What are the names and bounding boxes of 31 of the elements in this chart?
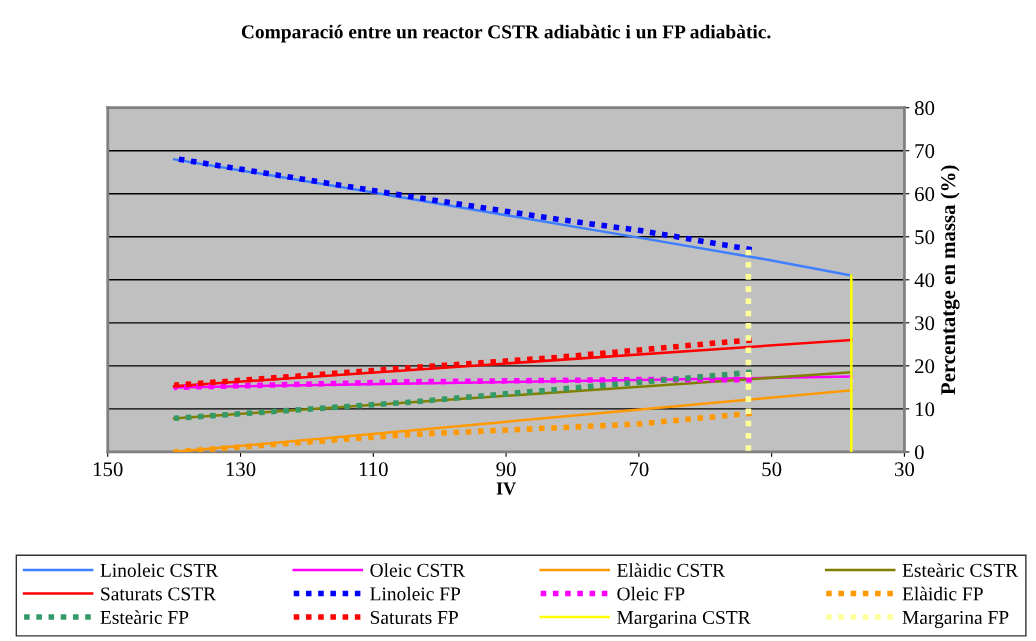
legend-label: Elàidic CSTR xyxy=(617,563,726,577)
y-tick-label: 10 xyxy=(915,402,935,417)
x-tick-label: 30 xyxy=(895,462,915,477)
x-tick-label: 50 xyxy=(762,462,782,477)
x-tick-label: 150 xyxy=(93,462,123,477)
y-tick-label: 30 xyxy=(915,316,935,331)
y-tick-label: 50 xyxy=(915,230,935,245)
legend-label: Linoleic CSTR xyxy=(100,563,219,577)
legend-label: Margarina FP xyxy=(902,610,1009,629)
y-tick-label: 0 xyxy=(914,445,924,460)
legend-label: Esteàric CSTR xyxy=(902,563,1019,577)
legend-label: Margarina CSTR xyxy=(617,610,751,629)
x-tick-label: 70 xyxy=(629,462,649,477)
y-tick-label: 60 xyxy=(915,187,935,202)
legend-label: Saturats CSTR xyxy=(101,587,217,601)
x-axis-title: IV xyxy=(496,482,516,495)
legend-label: Elàidic FP xyxy=(902,586,983,601)
legend-label: Saturats FP xyxy=(370,610,458,625)
chart-title: Comparació entre un reactor CSTR adiabàtic i un FP adiabàtic. xyxy=(241,24,771,43)
y-tick-label: 40 xyxy=(914,273,935,288)
legend-label: Oleic CSTR xyxy=(370,563,466,577)
legend-label: Linoleic FP xyxy=(370,586,461,601)
x-tick-label: 110 xyxy=(359,462,388,477)
x-tick-label: 90 xyxy=(496,462,516,477)
legend-label: Esteàric FP xyxy=(100,610,189,625)
x-tick-label: 130 xyxy=(226,462,256,477)
legend-label: Oleic FP xyxy=(617,586,685,601)
y-tick-label: 20 xyxy=(915,359,935,374)
y-axis-title: Percentatge en massa (%) xyxy=(940,165,960,395)
y-tick-label: 80 xyxy=(914,101,935,116)
y-tick-label: 70 xyxy=(915,144,935,159)
